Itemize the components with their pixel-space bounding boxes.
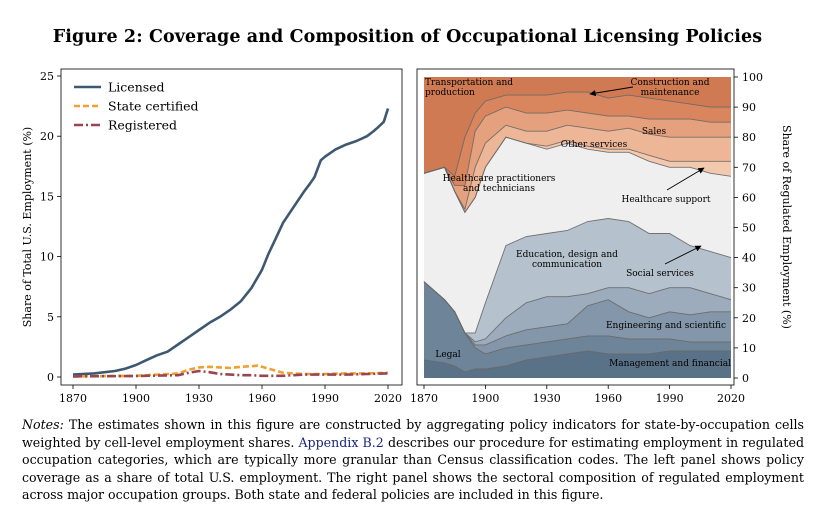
right-y-axis-label: Share of Regulated Employment (%) <box>780 125 793 329</box>
series-line-licensed <box>72 108 390 376</box>
right-y-tick-label: 10 <box>742 342 756 355</box>
area-other-services <box>424 125 731 213</box>
right-plot-frame <box>416 68 735 386</box>
right-x-tick-label: 1960 <box>594 392 622 405</box>
right-panel: 1870 1900 1930 1960 1990 2020 0 10 20 30 40 50 60 70 8… <box>410 68 793 405</box>
left-y-tick-label: 25 <box>40 70 54 83</box>
left-y-tick-label: 20 <box>40 130 54 143</box>
series-line-registered <box>72 369 389 378</box>
annotation-sales: Sales <box>642 127 667 137</box>
boundary-education-design-and-communication <box>423 218 732 334</box>
right-y-tick-label: 80 <box>742 131 756 144</box>
boundary-construction-and-maintenance <box>423 91 731 178</box>
right-y-tick-label: 100 <box>742 71 763 84</box>
right-y-tick-label: 20 <box>742 312 756 325</box>
annotation-legal: Legal <box>435 350 460 360</box>
boundary-management-and-financial <box>423 350 731 373</box>
annotation-transportation-and-production: Transportation and production <box>425 78 513 98</box>
area-engineering-and-scientific <box>424 281 731 354</box>
left-x-tick-label: 1960 <box>248 392 276 405</box>
left-panel: 1870 1900 1930 1960 1990 2020 0 5 10 15 20 25 Share … <box>21 68 403 405</box>
area-education-design-and-communication <box>424 218 731 342</box>
left-y-tick-label: 0 <box>47 371 54 384</box>
left-x-tick-label: 2020 <box>374 392 402 405</box>
boundary-healthcare-support <box>423 136 731 214</box>
right-y-tick-label: 40 <box>742 252 756 265</box>
right-x-tick-label: 1870 <box>410 392 438 405</box>
left-x-tick-label: 1930 <box>185 392 213 405</box>
right-x-tick-label: 1900 <box>471 392 499 405</box>
right-y-tick-label: 70 <box>742 161 756 174</box>
annotation-arrow-healthcare-support <box>666 167 705 191</box>
left-y-axis-label: Share of Total U.S. Employment (%) <box>21 127 34 327</box>
left-y-tick-label: 15 <box>40 190 54 203</box>
notes-text-2: describes our procedure for estimating e… <box>22 434 804 503</box>
appendix-link[interactable]: Appendix B.2 <box>298 434 384 450</box>
left-y-tick-label: 5 <box>47 311 54 324</box>
annotation-management-and-financial: Management and financial <box>609 359 731 369</box>
annotation-social-services: Social services <box>626 269 694 279</box>
area-transportation-and-production <box>424 77 731 177</box>
figure-charts: 1870 1900 1930 1960 1990 2020 0 5 10 15 20 25 Share … <box>21 68 793 405</box>
area-construction-and-maintenance <box>424 92 731 186</box>
annotation-healthcare-support: Healthcare support <box>621 195 710 205</box>
legend-label-licensed: Licensed <box>108 80 165 95</box>
legend-label-registered: Registered <box>108 118 177 133</box>
area-healthcare-practitioners-and-technicians <box>424 137 731 333</box>
area-sales <box>424 107 731 210</box>
annotation-construction-and-maintenance: Construction and maintenance <box>631 78 710 98</box>
left-y-tick-label: 10 <box>40 251 54 264</box>
figure-notes: Notes: The estimates shown in this figur… <box>22 416 804 504</box>
figure-title: Figure 2: Coverage and Composition of Oc… <box>52 27 763 47</box>
right-y-tick-label: 50 <box>742 222 756 235</box>
right-x-tick-label: 2020 <box>717 392 745 405</box>
annotation-education-design-and-communication: Education, design and communication <box>516 250 618 270</box>
area-social-services <box>424 281 731 345</box>
area-management-and-financial <box>424 350 731 378</box>
left-plot-frame <box>60 68 403 386</box>
legend-label-state-certified: State certified <box>108 99 199 114</box>
annotation-arrow-social-services <box>664 245 702 265</box>
left-x-tick-label: 1990 <box>311 392 339 405</box>
boundary-sales <box>423 106 731 186</box>
annotation-healthcare-practitioners-and-technicians: Healthcare practitioners and technicians <box>443 174 556 194</box>
notes-text-1: The estimates shown in this figure are c… <box>22 417 804 450</box>
annotation-other-services: Other services <box>561 140 628 150</box>
notes-label: Notes: <box>22 417 64 432</box>
right-y-tick-label: 0 <box>742 372 749 385</box>
annotation-arrow-construction-and-maintenance <box>589 86 634 97</box>
right-y-tick-label: 90 <box>742 101 756 114</box>
annotation-engineering-and-scientific: Engineering and scientific <box>606 321 726 331</box>
left-x-tick-label: 1870 <box>59 392 87 405</box>
left-x-tick-label: 1900 <box>122 392 150 405</box>
series-line-state-certified <box>72 364 389 378</box>
right-y-tick-label: 30 <box>742 282 756 295</box>
right-x-tick-label: 1930 <box>533 392 561 405</box>
right-x-tick-label: 1990 <box>656 392 684 405</box>
right-y-tick-label: 60 <box>742 191 756 204</box>
boundary-other-services <box>423 124 731 211</box>
